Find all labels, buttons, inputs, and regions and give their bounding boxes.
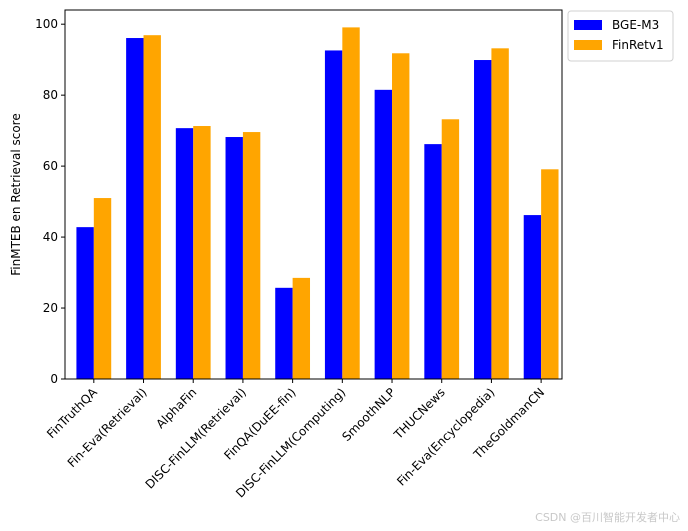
axes-frame bbox=[64, 9, 563, 380]
x-tick-label: Fin-Eva(Encyclopedia) bbox=[394, 385, 497, 488]
y-tick-label: 80 bbox=[43, 88, 58, 102]
bar-bge-m3 bbox=[175, 128, 194, 379]
bar-finretv1 bbox=[242, 132, 261, 379]
bar-bge-m3 bbox=[126, 38, 144, 379]
legend: BGE-M3 FinRetv1 bbox=[567, 10, 674, 62]
x-tick-label: DISC-FinLLM(Retrieval) bbox=[143, 385, 249, 491]
bars-group bbox=[76, 27, 559, 380]
y-tick-label: 20 bbox=[43, 301, 58, 315]
bar-finretv1 bbox=[491, 48, 509, 380]
bar-bge-m3 bbox=[225, 137, 243, 379]
bar-finretv1 bbox=[93, 198, 112, 379]
bar-finretv1 bbox=[143, 35, 161, 379]
bar-bge-m3 bbox=[275, 287, 293, 379]
legend-label: BGE-M3 bbox=[612, 18, 659, 32]
bar-bge-m3 bbox=[374, 89, 393, 380]
bar-finretv1 bbox=[441, 119, 460, 380]
bar-bge-m3 bbox=[474, 60, 492, 379]
bar-bge-m3 bbox=[76, 227, 94, 379]
bar-bge-m3 bbox=[324, 50, 343, 379]
x-tick-label: AlphaFin bbox=[153, 385, 199, 431]
y-axis-ticks: 0 20 40 60 80 100 bbox=[35, 17, 65, 386]
bar-finretv1 bbox=[541, 169, 559, 379]
y-axis-label: FinMTEB en Retrieval score bbox=[9, 113, 23, 275]
bar-finretv1 bbox=[292, 277, 311, 379]
bar-finretv1 bbox=[193, 126, 211, 379]
y-tick-label: 100 bbox=[35, 17, 58, 31]
bar-bge-m3 bbox=[523, 215, 542, 379]
y-tick-label: 40 bbox=[43, 230, 58, 244]
legend-swatch bbox=[574, 20, 602, 30]
bar-bge-m3 bbox=[424, 144, 442, 379]
x-tick-label: SmoothNLP bbox=[339, 385, 398, 444]
bar-finretv1 bbox=[392, 53, 410, 380]
watermark: CSDN @百川智能开发者中心 bbox=[535, 511, 680, 524]
legend-swatch bbox=[574, 40, 602, 50]
bar-finretv1 bbox=[342, 27, 360, 379]
legend-label: FinRetv1 bbox=[612, 38, 664, 52]
y-tick-label: 60 bbox=[43, 159, 58, 173]
y-tick-label: 0 bbox=[50, 372, 58, 386]
